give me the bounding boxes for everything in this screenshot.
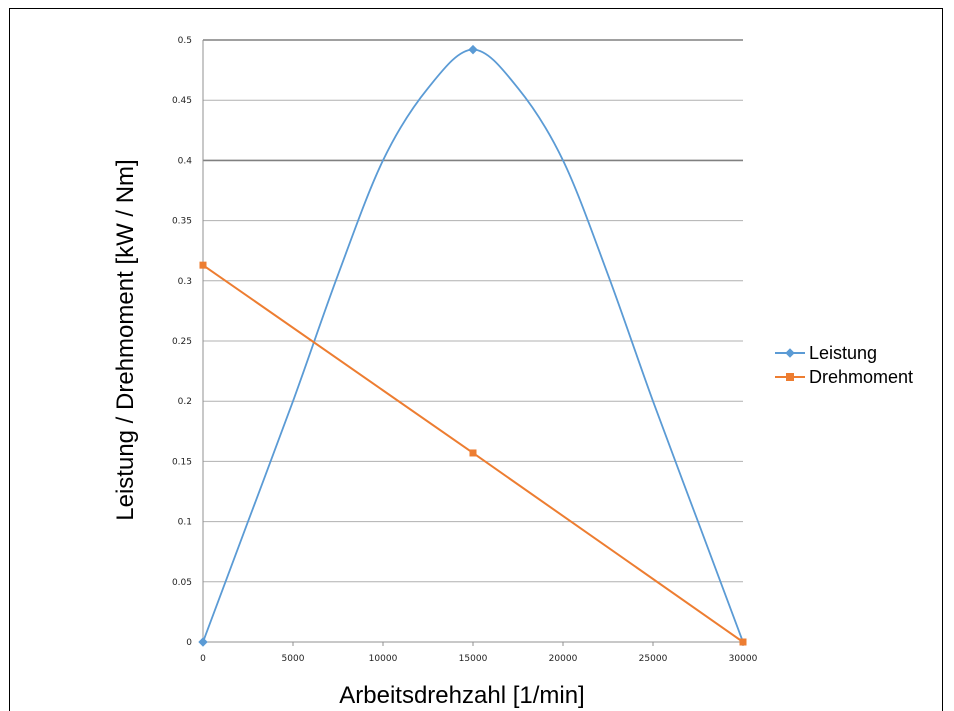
series-drehmoment xyxy=(199,261,747,646)
y-axis-label: Leistung / Drehmoment [kW / Nm] xyxy=(112,159,139,520)
y-tick-label: 0.25 xyxy=(172,337,192,347)
tick-labels: 0 0.05 0.1 0.15 0.2 0.25 0.3 0.35 0.4 0.45 0.5 0 500… xyxy=(172,36,758,664)
y-tick-label: 0.15 xyxy=(172,457,192,467)
series-leistung xyxy=(198,44,744,647)
x-tick-label: 15000 xyxy=(459,654,488,664)
x-tick-label: 20000 xyxy=(549,654,578,664)
series-marker-square xyxy=(786,373,794,381)
y-tick-label: 0 xyxy=(186,638,192,648)
series-line-leistung xyxy=(202,48,744,643)
x-tick-label: 5000 xyxy=(282,654,305,664)
series-marker-square xyxy=(469,449,477,457)
series-marker-diamond xyxy=(198,637,208,647)
x-tick-label: 0 xyxy=(200,654,206,664)
legend-label: Leistung xyxy=(809,343,877,363)
series-marker-square xyxy=(739,638,747,646)
series-marker-diamond xyxy=(785,348,795,358)
y-tick-label: 0.35 xyxy=(172,217,192,227)
y-tick-label: 0.5 xyxy=(178,36,192,46)
x-axis-label: Arbeitsdrehzahl [1/min] xyxy=(339,682,584,709)
series-marker-diamond xyxy=(468,44,478,55)
legend-item-drehmoment: Drehmoment xyxy=(775,367,913,387)
series-marker-square xyxy=(199,261,207,269)
y-tick-label: 0.45 xyxy=(172,96,192,106)
series-layer xyxy=(198,44,747,647)
grid-lines xyxy=(202,39,744,646)
y-tick-label: 0.4 xyxy=(178,156,193,166)
y-tick-label: 0.3 xyxy=(178,277,192,287)
x-tick-label: 10000 xyxy=(369,654,398,664)
legend-label: Drehmoment xyxy=(809,367,913,387)
x-tick-label: 25000 xyxy=(639,654,668,664)
y-tick-label: 0.1 xyxy=(178,518,192,528)
y-tick-label: 0.2 xyxy=(178,397,192,407)
y-tick-label: 0.05 xyxy=(172,578,192,588)
x-tick-label: 30000 xyxy=(729,654,758,664)
legend: Leistung Drehmoment xyxy=(775,343,913,387)
chart-frame xyxy=(9,8,943,711)
legend-item-leistung: Leistung xyxy=(775,343,877,363)
